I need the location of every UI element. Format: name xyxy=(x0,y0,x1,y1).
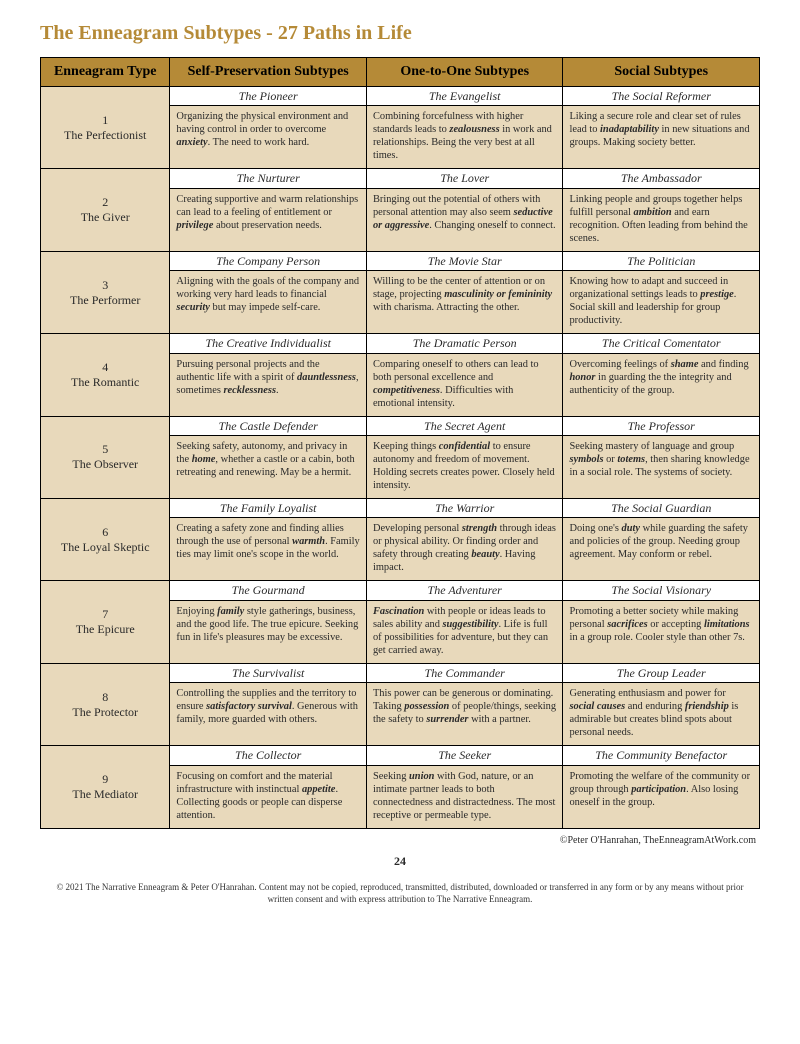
type-number: 9 xyxy=(45,772,165,787)
subtype-desc: Promoting the welfare of the community o… xyxy=(563,765,760,828)
subtype-desc: Creating supportive and warm relationshi… xyxy=(170,188,367,251)
subtype-title: The Professor xyxy=(563,416,760,435)
type-name: The Protector xyxy=(45,705,165,720)
subtype-title: The Secret Agent xyxy=(366,416,563,435)
subtype-title: The Creative Individualist xyxy=(170,334,367,353)
type-number: 7 xyxy=(45,607,165,622)
subtype-desc: Linking people and groups together helps… xyxy=(563,188,760,251)
subtype-desc: Seeking safety, autonomy, and privacy in… xyxy=(170,436,367,499)
subtype-desc: Seeking union with God, nature, or an in… xyxy=(366,765,563,828)
type-cell: 6The Loyal Skeptic xyxy=(41,499,170,581)
type-number: 8 xyxy=(45,690,165,705)
page-number: 24 xyxy=(40,854,760,869)
subtype-desc: Creating a safety zone and finding allie… xyxy=(170,518,367,581)
type-cell: 4The Romantic xyxy=(41,334,170,416)
subtype-title: The Community Benefactor xyxy=(563,746,760,765)
subtypes-table: Enneagram Type Self-Preservation Subtype… xyxy=(40,57,760,829)
type-number: 4 xyxy=(45,360,165,375)
type-cell: 3The Performer xyxy=(41,251,170,333)
subtype-title: The Nurturer xyxy=(170,169,367,188)
subtype-desc: Controlling the supplies and the territo… xyxy=(170,683,367,746)
subtype-title: The Family Loyalist xyxy=(170,499,367,518)
col-header-oto: One-to-One Subtypes xyxy=(366,58,563,87)
subtype-title: The Pioneer xyxy=(170,87,367,106)
subtype-desc: Bringing out the potential of others wit… xyxy=(366,188,563,251)
type-name: The Observer xyxy=(45,457,165,472)
type-name: The Perfectionist xyxy=(45,128,165,143)
subtype-desc: Enjoying family style gatherings, busine… xyxy=(170,600,367,663)
subtype-desc: Focusing on comfort and the material inf… xyxy=(170,765,367,828)
subtype-title: The Gourmand xyxy=(170,581,367,600)
subtype-title: The Commander xyxy=(366,663,563,682)
subtype-title: The Dramatic Person xyxy=(366,334,563,353)
subtype-title: The Group Leader xyxy=(563,663,760,682)
subtype-title: The Warrior xyxy=(366,499,563,518)
type-name: The Epicure xyxy=(45,622,165,637)
type-number: 2 xyxy=(45,195,165,210)
subtype-desc: Doing one's duty while guarding the safe… xyxy=(563,518,760,581)
subtype-desc: This power can be generous or dominating… xyxy=(366,683,563,746)
subtype-title: The Evangelist xyxy=(366,87,563,106)
subtype-title: The Politician xyxy=(563,251,760,270)
type-name: The Giver xyxy=(45,210,165,225)
subtype-title: The Critical Comentator xyxy=(563,334,760,353)
type-cell: 2The Giver xyxy=(41,169,170,251)
col-header-soc: Social Subtypes xyxy=(563,58,760,87)
subtype-desc: Keeping things confidential to ensure au… xyxy=(366,436,563,499)
type-number: 1 xyxy=(45,113,165,128)
col-header-sp: Self-Preservation Subtypes xyxy=(170,58,367,87)
type-cell: 1The Perfectionist xyxy=(41,87,170,169)
subtype-desc: Organizing the physical environment and … xyxy=(170,106,367,169)
subtype-desc: Aligning with the goals of the company a… xyxy=(170,271,367,334)
type-name: The Performer xyxy=(45,293,165,308)
subtype-title: The Social Guardian xyxy=(563,499,760,518)
subtype-title: The Lover xyxy=(366,169,563,188)
subtype-desc: Combining forcefulness with higher stand… xyxy=(366,106,563,169)
footer-text: © 2021 The Narrative Enneagram & Peter O… xyxy=(40,881,760,905)
subtype-desc: Fascination with people or ideas leads t… xyxy=(366,600,563,663)
subtype-desc: Overcoming feelings of shame and finding… xyxy=(563,353,760,416)
subtype-desc: Promoting a better society while making … xyxy=(563,600,760,663)
subtype-title: The Social Reformer xyxy=(563,87,760,106)
subtype-title: The Social Visionary xyxy=(563,581,760,600)
subtype-title: The Company Person xyxy=(170,251,367,270)
col-header-type: Enneagram Type xyxy=(41,58,170,87)
subtype-title: The Castle Defender xyxy=(170,416,367,435)
subtype-title: The Adventurer xyxy=(366,581,563,600)
type-name: The Mediator xyxy=(45,787,165,802)
type-number: 6 xyxy=(45,525,165,540)
type-cell: 9The Mediator xyxy=(41,746,170,828)
subtype-desc: Pursuing personal projects and the authe… xyxy=(170,353,367,416)
subtype-desc: Developing personal strength through ide… xyxy=(366,518,563,581)
subtype-desc: Generating enthusiasm and power for soci… xyxy=(563,683,760,746)
copyright-right: ©Peter O'Hanrahan, TheEnneagramAtWork.co… xyxy=(40,835,760,846)
subtype-desc: Liking a secure role and clear set of ru… xyxy=(563,106,760,169)
subtype-desc: Willing to be the center of attention or… xyxy=(366,271,563,334)
subtype-desc: Comparing oneself to others can lead to … xyxy=(366,353,563,416)
page-title: The Enneagram Subtypes - 27 Paths in Lif… xyxy=(40,22,760,45)
type-cell: 5The Observer xyxy=(41,416,170,498)
subtype-title: The Seeker xyxy=(366,746,563,765)
subtype-title: The Survivalist xyxy=(170,663,367,682)
type-cell: 8The Protector xyxy=(41,663,170,745)
type-cell: 7The Epicure xyxy=(41,581,170,663)
type-name: The Loyal Skeptic xyxy=(45,540,165,555)
type-name: The Romantic xyxy=(45,375,165,390)
type-number: 3 xyxy=(45,278,165,293)
subtype-title: The Ambassador xyxy=(563,169,760,188)
subtype-title: The Collector xyxy=(170,746,367,765)
type-number: 5 xyxy=(45,442,165,457)
subtype-desc: Seeking mastery of language and group sy… xyxy=(563,436,760,499)
subtype-title: The Movie Star xyxy=(366,251,563,270)
subtype-desc: Knowing how to adapt and succeed in orga… xyxy=(563,271,760,334)
